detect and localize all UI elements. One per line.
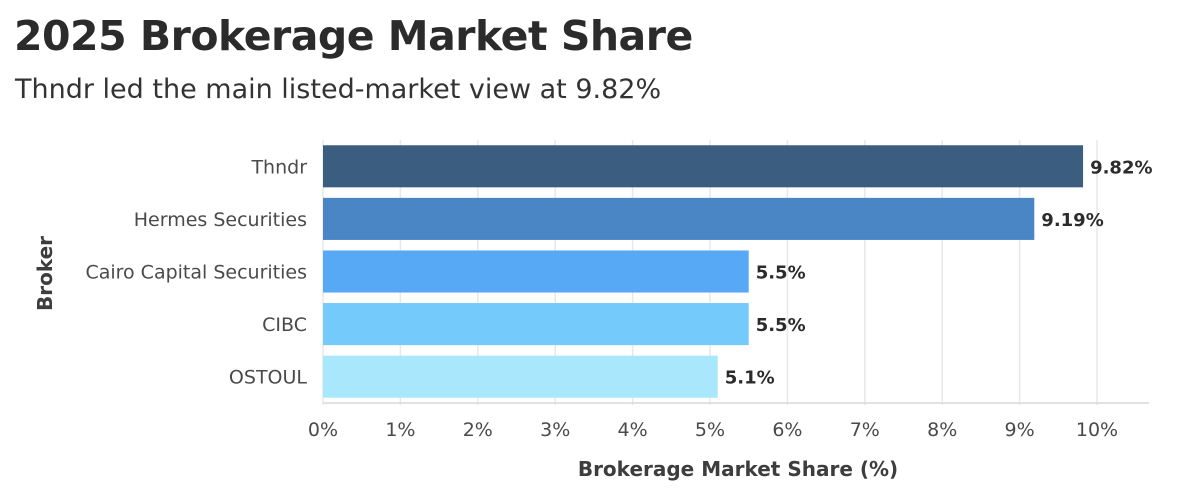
- bar: [323, 197, 1035, 240]
- x-tick-label: 9%: [1005, 419, 1035, 441]
- data-label: 9.82%: [1090, 157, 1152, 178]
- x-tick-label: 3%: [540, 419, 570, 441]
- category-label: OSTOUL: [229, 367, 307, 389]
- x-tick-label: 7%: [850, 419, 880, 441]
- x-tick-label: 2%: [463, 419, 493, 441]
- category-label: Cairo Capital Securities: [85, 262, 307, 284]
- x-tick-label: 10%: [1076, 419, 1118, 441]
- data-label: 5.1%: [725, 368, 775, 389]
- data-label: 5.5%: [756, 263, 806, 284]
- x-tick-label: 8%: [927, 419, 957, 441]
- chart-subtitle: Thndr led the main listed-market view at…: [15, 74, 662, 105]
- bar: [323, 355, 718, 398]
- category-label: Hermes Securities: [134, 209, 307, 231]
- x-tick-label: 4%: [618, 419, 648, 441]
- x-tick-label: 6%: [772, 419, 802, 441]
- x-axis-title: Brokerage Market Share (%): [578, 457, 898, 481]
- data-label: 9.19%: [1041, 210, 1103, 231]
- category-label: Thndr: [250, 156, 307, 178]
- bar: [323, 303, 749, 346]
- data-label: 5.5%: [756, 315, 806, 336]
- x-tick-label: 1%: [385, 419, 415, 441]
- category-label: CIBC: [262, 314, 307, 336]
- y-axis-title: Broker: [33, 236, 57, 311]
- x-tick-label: 0%: [308, 419, 338, 441]
- chart-title: 2025 Brokerage Market Share: [14, 12, 693, 60]
- bar: [323, 145, 1084, 188]
- x-tick-label: 5%: [695, 419, 725, 441]
- bar: [323, 250, 749, 293]
